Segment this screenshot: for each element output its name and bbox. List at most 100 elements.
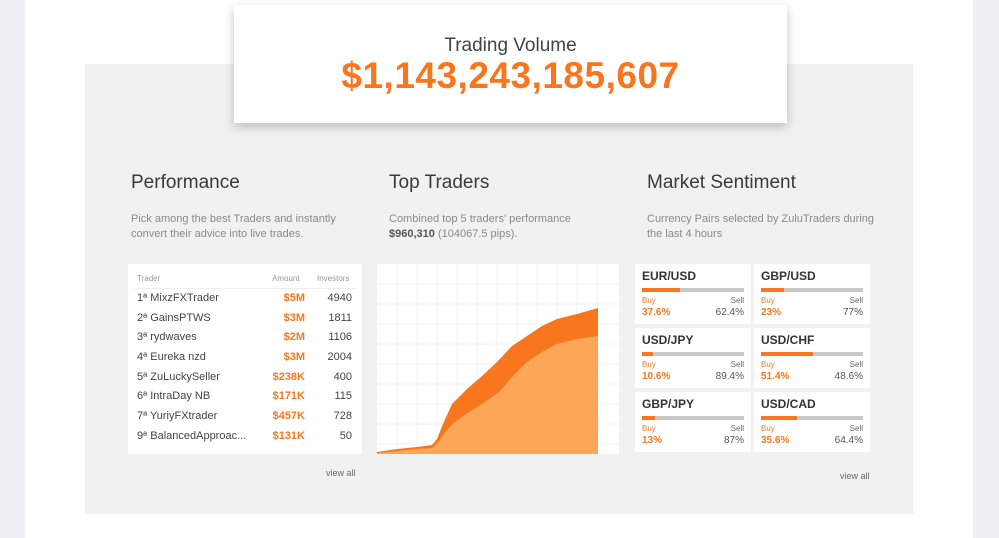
trader-amount: $3M — [283, 351, 305, 363]
trader-investors: 4940 — [327, 292, 352, 304]
table-row[interactable]: 2ª GainsPTWS $3M 1811 — [128, 310, 362, 329]
column-header-amount: Amount — [272, 274, 300, 283]
trader-investors: 2004 — [327, 351, 352, 363]
trader-amount: $238K — [272, 371, 305, 383]
pair-name: USD/CAD — [761, 397, 816, 411]
trading-volume-value: $1,143,243,185,607 — [341, 55, 680, 96]
trader-investors: 728 — [333, 410, 352, 422]
trader-name[interactable]: 1ª MixzFXTrader — [137, 292, 219, 304]
performance-table: Trader Amount Investors 1ª MixzFXTrader … — [128, 264, 362, 454]
sentiment-bar — [761, 352, 863, 356]
trader-investors: 50 — [339, 430, 352, 442]
trader-amount: $171K — [272, 390, 305, 402]
buy-value: 23% — [761, 307, 782, 318]
buy-value: 10.6% — [642, 371, 671, 382]
sentiment-card-usdcad[interactable]: USD/CAD Buy Sell 35.6% 64.4% — [754, 392, 870, 452]
sentiment-card-gbpjpy[interactable]: GBP/JPY Buy Sell 13% 87% — [635, 392, 751, 452]
buy-fill — [642, 288, 681, 292]
buy-value: 13% — [642, 435, 663, 446]
sentiment-card-usdchf[interactable]: USD/CHF Buy Sell 51.4% 48.6% — [754, 328, 870, 388]
buy-label: Buy — [642, 296, 656, 305]
trader-name[interactable]: 4ª Eureka nzd — [137, 351, 206, 363]
buy-fill — [642, 352, 653, 356]
sell-value: 64.4% — [834, 435, 863, 446]
table-row[interactable]: 4ª Eureka nzd $3M 2004 — [128, 349, 362, 368]
column-header-investors: Investors — [317, 274, 350, 283]
buy-fill — [642, 416, 656, 420]
buy-label: Buy — [642, 360, 656, 369]
sell-label: Sell — [849, 424, 863, 433]
trader-amount: $3M — [283, 312, 305, 324]
sentiment-bar — [642, 352, 744, 356]
trader-name[interactable]: 5ª ZuLuckySeller — [137, 371, 220, 383]
pair-name: EUR/USD — [642, 269, 697, 283]
table-row[interactable]: 3ª rydwaves $2M 1106 — [128, 329, 362, 348]
top-traders-area-chart — [377, 264, 619, 454]
performance-title: Performance — [131, 172, 240, 193]
sell-value: 48.6% — [834, 371, 863, 382]
sell-value: 87% — [723, 435, 744, 446]
sentiment-bar — [761, 288, 863, 292]
market-sentiment-description: Currency Pairs selected by ZuluTraders d… — [647, 213, 875, 240]
top-traders-pips: (104067.5 pips). — [437, 228, 518, 240]
performance-description: Pick among the best Traders and instantl… — [131, 213, 336, 240]
table-row[interactable]: 1ª MixzFXTrader $5M 4940 — [128, 290, 362, 309]
trader-name[interactable]: 3ª rydwaves — [137, 331, 197, 343]
buy-fill — [761, 288, 785, 292]
trader-name[interactable]: 9ª BalancedApproac... — [137, 430, 247, 442]
top-traders-description: Combined top 5 traders' performance $960,… — [389, 212, 629, 242]
trader-amount: $457K — [272, 410, 305, 422]
sentiment-card-eurusd[interactable]: EUR/USD Buy Sell 37.6% 62.4% — [635, 264, 751, 324]
sentiment-card-usdjpy[interactable]: USD/JPY Buy Sell 10.6% 89.4% — [635, 328, 751, 388]
pair-name: USD/CHF — [761, 333, 815, 347]
market-sentiment-title: Market Sentiment — [647, 172, 796, 193]
trader-name[interactable]: 6ª IntraDay NB — [137, 390, 211, 402]
top-traders-amount: $960,310 — [389, 228, 435, 240]
trader-investors: 400 — [333, 371, 352, 383]
sentiment-view-all-link[interactable]: view all — [840, 471, 870, 481]
sell-value: 89.4% — [715, 371, 744, 382]
trader-investors: 1106 — [328, 331, 352, 343]
trading-volume-label: Trading Volume — [444, 35, 577, 56]
sell-label: Sell — [730, 360, 744, 369]
sentiment-bar — [642, 416, 744, 420]
top-traders-title: Top Traders — [389, 172, 490, 193]
buy-label: Buy — [761, 296, 775, 305]
buy-value: 51.4% — [761, 371, 790, 382]
table-row[interactable]: 9ª BalancedApproac... $131K 50 — [128, 428, 362, 447]
trading-volume-card: Trading Volume $1,143,243,185,607 — [234, 5, 787, 123]
top-traders-chart — [377, 264, 619, 454]
sentiment-card-gbpusd[interactable]: GBP/USD Buy Sell 23% 77% — [754, 264, 870, 324]
buy-value: 35.6% — [761, 435, 790, 446]
pair-name: GBP/JPY — [642, 397, 695, 411]
trader-amount: $131K — [272, 430, 305, 442]
trader-investors: 1811 — [328, 312, 352, 324]
buy-label: Buy — [642, 424, 656, 433]
performance-view-all-link[interactable]: view all — [326, 468, 356, 478]
buy-fill — [761, 352, 814, 356]
buy-label: Buy — [761, 360, 775, 369]
trader-name[interactable]: 7ª YuriyFXtrader — [137, 410, 218, 422]
sentiment-bar — [642, 288, 744, 292]
top-traders-description-text: Combined top 5 traders' performance — [389, 213, 571, 225]
chart-area-lower — [377, 336, 598, 454]
trader-name[interactable]: 2ª GainsPTWS — [137, 312, 211, 324]
sell-label: Sell — [849, 360, 863, 369]
pair-name: USD/JPY — [642, 333, 694, 347]
table-row[interactable]: 6ª IntraDay NB $171K 115 — [128, 388, 362, 407]
sell-value: 77% — [842, 307, 863, 318]
sell-value: 62.4% — [715, 307, 744, 318]
buy-value: 37.6% — [642, 307, 671, 318]
header-divider — [134, 288, 356, 289]
trader-investors: 115 — [334, 390, 352, 402]
trader-amount: $2M — [283, 331, 305, 343]
buy-label: Buy — [761, 424, 775, 433]
column-header-trader: Trader — [137, 274, 161, 283]
sell-label: Sell — [730, 424, 744, 433]
pair-name: GBP/USD — [761, 269, 816, 283]
sentiment-bar — [761, 416, 863, 420]
table-row[interactable]: 5ª ZuLuckySeller $238K 400 — [128, 369, 362, 388]
table-row[interactable]: 7ª YuriyFXtrader $457K 728 — [128, 408, 362, 427]
buy-fill — [761, 416, 798, 420]
sell-label: Sell — [849, 296, 863, 305]
